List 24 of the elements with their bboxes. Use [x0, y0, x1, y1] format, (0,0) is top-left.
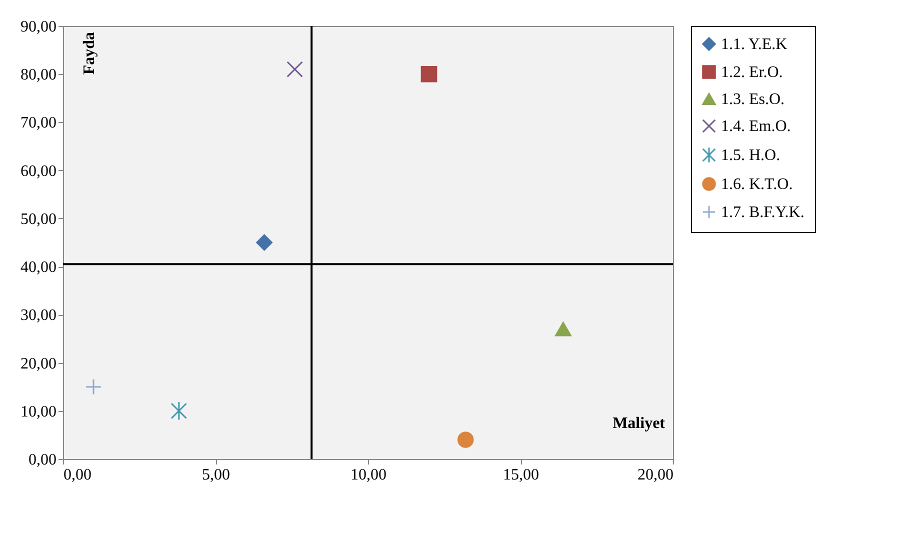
legend-label: 1.2. Er.O. — [721, 64, 783, 81]
legend-label: 1.6. K.T.O. — [721, 176, 793, 193]
x-axis-title: Maliyet — [612, 415, 666, 432]
y-tick-label: 80,00 — [20, 66, 56, 84]
y-tick-label: 70,00 — [20, 114, 56, 132]
x-tick-label: 20,00 — [638, 466, 674, 484]
y-tick-label: 40,00 — [20, 259, 56, 276]
legend-label: 1.7. B.F.Y.K. — [721, 204, 804, 221]
y-tick-label: 20,00 — [20, 355, 56, 372]
legend-label: 1.3. Es.O. — [721, 91, 785, 108]
legend-label: 1.4. Em.O. — [721, 118, 791, 135]
y-axis-title: Fayda — [81, 32, 98, 75]
y-tick-label: 90,00 — [20, 18, 56, 36]
y-tick-label: 10,00 — [20, 403, 56, 420]
x-tick-label: 15,00 — [503, 466, 539, 484]
y-tick-label: 0,00 — [28, 452, 56, 468]
x-tick-label: 10,00 — [350, 466, 386, 484]
y-tick-label: 30,00 — [20, 307, 56, 324]
y-tick-label: 60,00 — [20, 162, 56, 180]
legend-label: 1.5. H.O. — [721, 147, 780, 164]
x-tick-label: 0,00 — [64, 466, 92, 484]
y-tick-label: 50,00 — [20, 210, 56, 228]
x-tick-label: 5,00 — [202, 466, 230, 484]
legend-label: 1.1. Y.E.K — [721, 36, 788, 53]
